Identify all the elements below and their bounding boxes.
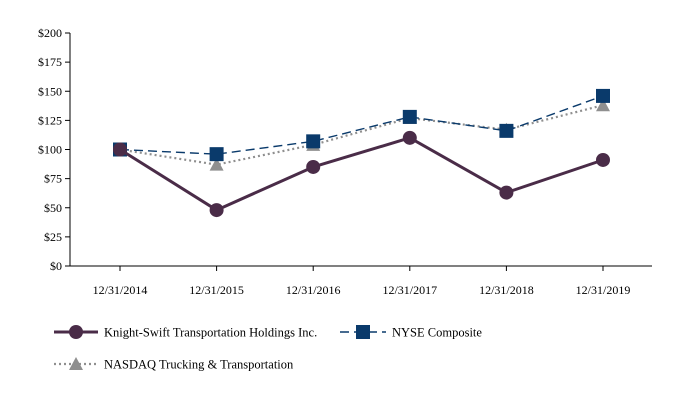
data-point <box>596 152 610 167</box>
legend-marker <box>69 357 83 370</box>
series-line <box>119 104 604 166</box>
series-line <box>119 136 604 212</box>
y-tick-label: $200 <box>38 26 62 40</box>
data-point <box>306 134 321 149</box>
y-tick-label: $175 <box>38 55 62 69</box>
axes: $0 $25 $50 $75 $100 $125 $150 $175 $200 12/31/201… <box>38 26 652 297</box>
data-point <box>209 203 224 218</box>
x-tick-label: 12/31/2014 <box>93 283 148 297</box>
x-tick-label: 12/31/2019 <box>576 283 631 297</box>
legend-label: NASDAQ Trucking & Transportation <box>104 358 294 372</box>
x-tick-label: 12/31/2017 <box>382 283 437 297</box>
data-point <box>596 88 610 103</box>
legend-entry-0: Knight-Swift Transportation Holdings Inc… <box>54 325 317 340</box>
data-point <box>499 123 514 138</box>
y-tick-label: $25 <box>44 230 62 244</box>
y-tick-label: $50 <box>44 201 62 215</box>
data-point <box>209 147 224 162</box>
y-tick-label: $100 <box>38 143 62 157</box>
y-tick-label: $75 <box>44 172 62 186</box>
series-1 <box>113 88 610 162</box>
data-point <box>306 159 321 174</box>
data-point <box>209 157 224 171</box>
legend-marker <box>356 325 370 339</box>
data-point <box>402 130 417 145</box>
series-group <box>113 88 610 218</box>
legend-entry-2: NASDAQ Trucking & Transportation <box>54 357 294 372</box>
x-tick-label: 12/31/2018 <box>479 283 534 297</box>
legend-marker <box>69 325 83 339</box>
series-line <box>119 95 604 155</box>
x-tick-label: 12/31/2016 <box>286 283 341 297</box>
y-tick-label: $125 <box>38 113 62 127</box>
y-tick-label: $0 <box>50 259 62 273</box>
series-2 <box>113 98 610 171</box>
data-point <box>113 142 127 157</box>
series-0 <box>113 130 610 218</box>
legend-label: NYSE Composite <box>392 326 482 340</box>
y-tick-label: $150 <box>38 84 62 98</box>
data-point <box>499 185 514 200</box>
x-tick-label: 12/31/2015 <box>189 283 244 297</box>
data-point <box>596 98 610 112</box>
data-point <box>402 109 417 124</box>
legend: Knight-Swift Transportation Holdings Inc… <box>54 325 482 372</box>
legend-label: Knight-Swift Transportation Holdings Inc… <box>104 326 317 340</box>
legend-entry-1: NYSE Composite <box>340 325 482 340</box>
